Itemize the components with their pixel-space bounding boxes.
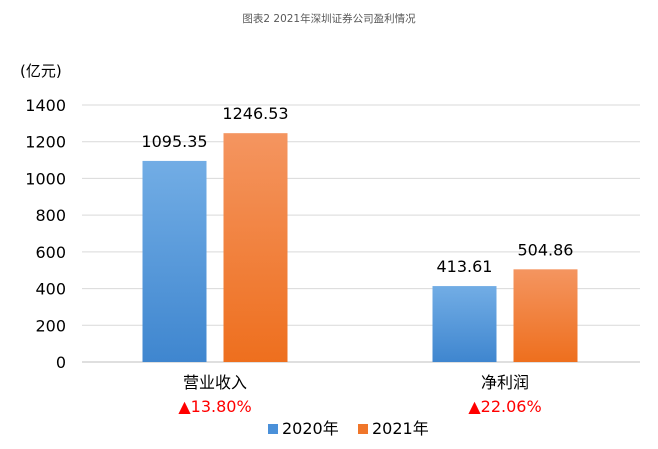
x-category-label: 营业收入 — [183, 373, 247, 392]
x-axis-categories: 营业收入 ▲13.80% 净利润 ▲22.06% — [178, 373, 541, 416]
data-label: 504.86 — [518, 240, 574, 259]
y-tick-label: 400 — [35, 280, 66, 299]
legend: 2020年 2021年 — [268, 419, 429, 438]
growth-annotation: ▲22.06% — [468, 397, 541, 416]
y-tick-label: 1400 — [25, 96, 66, 115]
y-tick-label: 800 — [35, 206, 66, 225]
legend-label: 2021年 — [372, 419, 429, 438]
x-category-label: 净利润 — [481, 373, 529, 392]
bars: 1095.35 1246.53 413.61 504.86 — [141, 104, 578, 362]
chart-title: 图表2 2021年深圳证券公司盈利情况 — [242, 12, 416, 25]
legend-swatch — [358, 424, 368, 434]
y-tick-label: 1000 — [25, 169, 66, 188]
y-tick-label: 0 — [56, 353, 66, 372]
legend-swatch — [268, 424, 278, 434]
y-tick-label: 600 — [35, 243, 66, 262]
bar-series-1 — [142, 160, 207, 362]
y-axis-unit-label: (亿元) — [20, 62, 62, 80]
data-label: 413.61 — [437, 257, 493, 276]
legend-label: 2020年 — [282, 419, 339, 438]
bar-series-2 — [513, 269, 578, 362]
y-tick-label: 200 — [35, 316, 66, 335]
y-tick-label: 1200 — [25, 133, 66, 152]
bar-series-2 — [223, 133, 288, 362]
data-label: 1246.53 — [222, 104, 288, 123]
bar-series-1 — [432, 286, 497, 362]
y-axis-ticks: 0 200 400 600 800 1000 1200 1400 — [25, 96, 66, 372]
data-label: 1095.35 — [141, 132, 207, 151]
growth-annotation: ▲13.80% — [178, 397, 251, 416]
